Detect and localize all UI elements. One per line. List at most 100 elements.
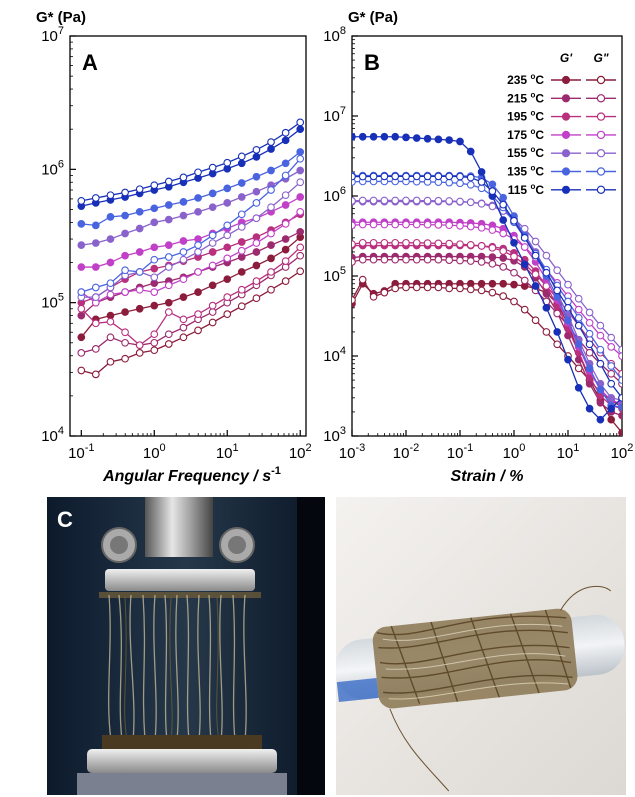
data-point-215-gpp — [423, 255, 432, 264]
data-point-155-gp — [164, 215, 173, 224]
data-point-115-gpp — [520, 233, 529, 242]
data-point-115-gpp — [380, 172, 389, 181]
data-point-175-gp — [150, 243, 159, 252]
data-point-195-gpp — [179, 315, 188, 324]
data-point-155-gp — [106, 235, 115, 243]
data-point-235-gpp — [91, 370, 100, 379]
panel-a-chart: 104 105 106 107 10-1 100 101 102 G* (Pa) Angular … — [36, 9, 312, 485]
data-point-235-gpp — [542, 328, 551, 336]
data-point-135-gp — [618, 403, 622, 411]
data-point-195-gp — [150, 264, 159, 273]
data-point-115-gpp — [607, 379, 616, 388]
data-point-235-gp — [150, 301, 159, 310]
data-point-135-gp — [488, 180, 497, 189]
data-point-135-gp — [499, 193, 508, 202]
data-point-135-gp — [564, 316, 572, 325]
data-point-175-gpp — [106, 290, 115, 299]
y-tick-label: 104 — [323, 345, 346, 365]
legend-entry-label: 135 oC — [507, 164, 544, 179]
data-point-215-gp — [237, 253, 246, 261]
data-point-155-gpp — [553, 266, 562, 275]
series-line-195-gpp — [80, 246, 301, 347]
data-point-115-gp — [412, 134, 421, 142]
data-point-115-gp — [281, 136, 290, 145]
data-point-155-gpp — [542, 251, 551, 260]
legend-entry-label: 175 oC — [507, 127, 544, 142]
data-point-135-gp — [194, 194, 202, 202]
data-point-235-gpp — [369, 292, 378, 301]
data-point-235-gpp — [520, 305, 529, 314]
data-point-235-gpp — [553, 340, 562, 349]
data-point-235-gpp — [391, 284, 400, 293]
data-point-215-gpp — [358, 255, 367, 264]
data-point-195-gpp — [466, 241, 475, 249]
data-point-115-gpp — [252, 145, 261, 154]
legend-entry-label: 155 oC — [507, 145, 544, 160]
x-tick-label: 10-3 — [339, 442, 365, 462]
data-point-155-gp — [179, 211, 188, 220]
data-point-155-gpp — [267, 203, 275, 212]
data-point-155-gpp — [352, 196, 356, 205]
data-point-135-gpp — [208, 231, 217, 240]
data-point-115-gp — [252, 153, 261, 161]
data-point-155-gpp — [380, 196, 389, 205]
data-point-195-gpp — [352, 240, 356, 249]
data-point-235-gpp — [531, 316, 540, 325]
data-point-235-gpp — [380, 288, 389, 297]
data-point-235-gp — [194, 288, 202, 296]
data-point-155-gp — [252, 187, 261, 196]
data-point-115-gpp — [281, 128, 290, 137]
data-point-115-gpp — [553, 286, 562, 295]
data-point-235-gp — [179, 293, 188, 301]
data-point-115-gpp — [164, 177, 173, 186]
data-point-215-gpp — [520, 276, 529, 285]
data-point-155-gpp — [596, 321, 605, 330]
data-point-235-gp — [252, 261, 261, 270]
series-line-235-gp — [80, 236, 301, 338]
data-point-115-gp — [402, 133, 410, 142]
data-point-235-gpp — [135, 349, 144, 357]
legend-entry-label: 195 oC — [507, 109, 544, 124]
data-point-235-gp — [135, 304, 144, 313]
legend-marker-gprime — [561, 112, 571, 121]
data-point-135-gpp — [91, 283, 100, 292]
data-point-155-gpp — [150, 273, 159, 282]
data-point-115-gpp — [223, 158, 232, 167]
data-point-235-gp — [164, 298, 173, 307]
data-point-235-gp — [237, 268, 246, 276]
data-point-215-gpp — [402, 255, 410, 264]
data-point-155-gp — [121, 229, 129, 238]
y-axis-label: G* (Pa) — [348, 9, 398, 26]
data-point-215-gpp — [369, 255, 378, 264]
data-point-175-gpp — [369, 220, 378, 229]
legend-marker-gdoubleprime — [596, 130, 606, 140]
data-point-135-gpp — [237, 210, 246, 219]
data-point-135-gp — [179, 198, 188, 206]
data-point-175-gpp — [281, 220, 290, 228]
data-point-175-gpp — [477, 223, 486, 232]
data-point-235-gp — [618, 428, 622, 436]
data-point-155-gpp — [434, 196, 443, 205]
data-point-135-gp — [121, 211, 129, 220]
data-point-155-gpp — [607, 333, 616, 342]
data-point-135-gpp — [607, 362, 616, 370]
data-point-175-gpp — [164, 281, 173, 290]
data-point-135-gp — [91, 221, 100, 230]
data-point-215-gpp — [466, 257, 475, 265]
data-point-195-gpp — [208, 301, 217, 310]
data-point-235-gpp — [510, 297, 518, 306]
photo-fiber-drawing: C — [47, 497, 325, 795]
data-point-215-gpp — [412, 255, 421, 264]
data-point-195-gpp — [237, 285, 246, 294]
data-point-215-gp — [618, 411, 622, 420]
series-line-115-gp — [81, 128, 301, 207]
data-point-215-gp — [296, 227, 305, 236]
data-point-115-gp — [391, 132, 400, 141]
data-point-195-gpp — [91, 319, 100, 328]
data-point-235-gpp — [237, 302, 246, 311]
data-point-175-gp — [164, 241, 173, 250]
data-point-175-gpp — [499, 229, 508, 238]
data-point-135-gpp — [281, 171, 290, 180]
data-point-215-gpp — [91, 345, 100, 353]
series-line-155-gpp — [81, 181, 301, 298]
